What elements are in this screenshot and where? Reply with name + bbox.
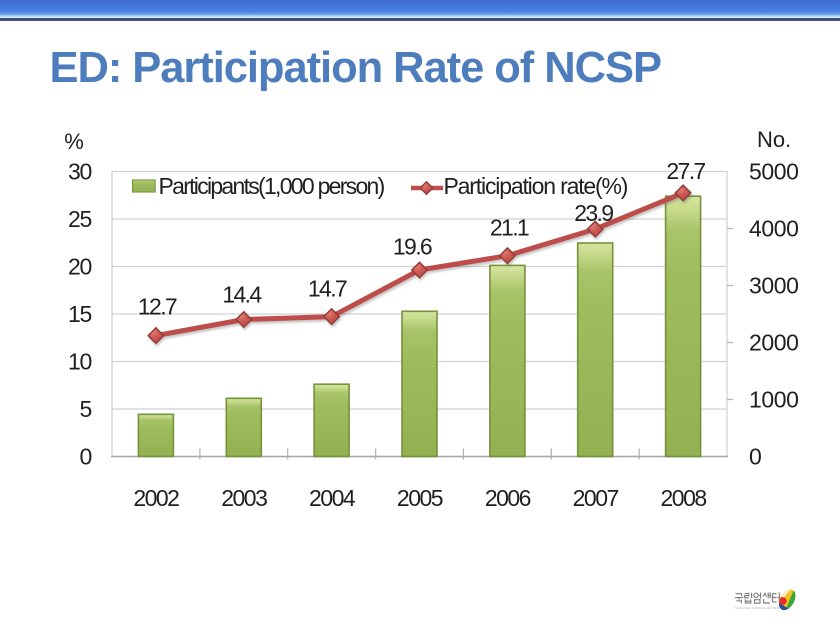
svg-text:0: 0 bbox=[749, 444, 761, 470]
svg-text:Participation rate(%): Participation rate(%) bbox=[444, 173, 628, 199]
svg-text:27.7: 27.7 bbox=[666, 158, 705, 184]
svg-text:2006: 2006 bbox=[485, 485, 531, 511]
svg-text:Participants(1,000 person): Participants(1,000 person) bbox=[159, 173, 385, 199]
svg-text:15: 15 bbox=[68, 301, 91, 327]
svg-text:12.7: 12.7 bbox=[138, 293, 177, 319]
svg-text:10: 10 bbox=[68, 349, 91, 375]
svg-text:20: 20 bbox=[68, 254, 91, 280]
svg-text:25: 25 bbox=[68, 206, 91, 232]
svg-text:23.9: 23.9 bbox=[574, 200, 613, 226]
svg-text:4000: 4000 bbox=[749, 216, 799, 242]
svg-text:0: 0 bbox=[80, 444, 92, 470]
svg-text:30: 30 bbox=[68, 159, 91, 185]
svg-text:2000: 2000 bbox=[749, 330, 799, 356]
svg-text:%: % bbox=[64, 129, 84, 154]
svg-text:3000: 3000 bbox=[749, 273, 799, 299]
svg-text:19.6: 19.6 bbox=[393, 234, 432, 260]
svg-text:14.4: 14.4 bbox=[222, 281, 262, 307]
svg-text:5: 5 bbox=[80, 396, 92, 422]
svg-text:5000: 5000 bbox=[749, 159, 799, 185]
svg-text:2002: 2002 bbox=[133, 485, 179, 511]
svg-text:2008: 2008 bbox=[661, 485, 707, 511]
svg-text:NATIONAL CANCER CENTER: NATIONAL CANCER CENTER bbox=[735, 606, 779, 610]
svg-text:14.7: 14.7 bbox=[308, 275, 347, 301]
svg-text:2003: 2003 bbox=[221, 485, 267, 511]
svg-text:1000: 1000 bbox=[749, 387, 799, 413]
svg-text:No.: No. bbox=[757, 127, 791, 152]
svg-text:2004: 2004 bbox=[309, 485, 356, 511]
svg-text:2005: 2005 bbox=[397, 485, 443, 511]
svg-text:21.1: 21.1 bbox=[490, 214, 529, 240]
svg-text:2007: 2007 bbox=[573, 485, 619, 511]
